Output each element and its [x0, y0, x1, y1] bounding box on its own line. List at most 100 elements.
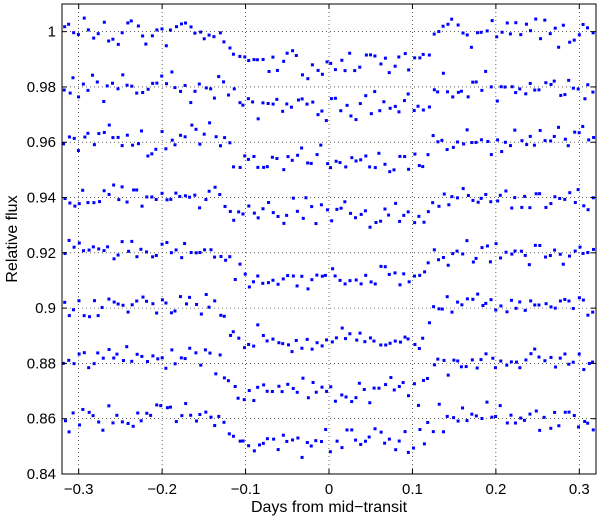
data-point [557, 125, 561, 129]
data-point [203, 348, 207, 352]
data-point [265, 389, 269, 393]
data-point [496, 138, 500, 142]
data-point [583, 97, 587, 101]
data-point [544, 81, 548, 85]
data-point [340, 58, 344, 62]
data-point [393, 339, 397, 343]
data-point [427, 105, 431, 109]
data-point [125, 83, 129, 87]
data-point [189, 251, 193, 255]
data-point [310, 63, 314, 67]
data-point [154, 253, 158, 257]
data-point [558, 356, 562, 360]
data-point [169, 251, 173, 255]
data-point [323, 273, 327, 277]
data-point [591, 360, 595, 364]
data-point [217, 75, 221, 79]
data-point [581, 22, 585, 26]
data-point [160, 27, 164, 31]
data-point [538, 192, 542, 196]
data-point [101, 428, 105, 432]
data-point [107, 404, 111, 408]
data-point [494, 242, 498, 246]
data-point [226, 379, 230, 383]
data-point [222, 314, 226, 318]
x-tick-label: 0 [325, 481, 333, 498]
data-point [397, 439, 401, 443]
data-point [552, 79, 556, 83]
data-point [372, 339, 376, 343]
data-point [456, 90, 460, 94]
data-point [258, 443, 261, 447]
data-point [116, 135, 120, 139]
data-point [286, 382, 290, 386]
data-point [333, 96, 337, 100]
data-point [160, 74, 164, 78]
data-point [314, 439, 318, 443]
data-point [295, 390, 299, 394]
data-point [394, 448, 398, 452]
data-point [251, 280, 255, 284]
data-point [199, 363, 203, 367]
data-point [117, 198, 121, 202]
data-point [241, 103, 245, 107]
data-point [441, 430, 445, 434]
data-point [256, 323, 260, 327]
data-point [102, 249, 106, 253]
data-point [209, 87, 213, 91]
data-point [151, 255, 155, 259]
data-point [567, 362, 571, 366]
data-point [227, 432, 231, 436]
data-point [281, 433, 285, 437]
data-point [238, 54, 242, 58]
data-point [232, 87, 236, 91]
data-point [488, 260, 492, 264]
data-point [155, 403, 159, 407]
data-point [96, 351, 100, 355]
data-point [479, 358, 483, 362]
data-point [111, 136, 115, 140]
data-point [115, 352, 119, 356]
data-point [357, 381, 361, 385]
data-point [387, 272, 391, 276]
data-point [437, 258, 441, 262]
data-point [164, 44, 168, 48]
data-point [577, 33, 581, 37]
data-point [573, 130, 577, 134]
data-point [121, 359, 125, 363]
data-point [237, 336, 241, 340]
data-point [427, 321, 431, 325]
data-point [498, 193, 502, 197]
data-point [151, 81, 155, 85]
data-point [557, 424, 561, 428]
data-point [412, 382, 416, 386]
data-point [504, 189, 508, 193]
axis-ticks: −0.3 −0.2 −0.1 0 0.1 0.2 0.3 0.84 0.86 0.88 0.9 0.9… [27, 4, 596, 498]
data-point [474, 256, 478, 260]
data-point [97, 420, 101, 424]
data-point [359, 158, 363, 162]
data-point [402, 99, 406, 103]
data-point [116, 302, 120, 306]
data-point [236, 396, 240, 400]
data-point [63, 419, 67, 423]
data-point [343, 200, 347, 204]
data-point [432, 363, 436, 367]
data-point [378, 109, 382, 113]
data-point [372, 386, 376, 390]
data-point [340, 393, 344, 397]
data-point [151, 354, 155, 358]
data-point [571, 306, 575, 310]
data-point [247, 285, 251, 289]
data-point [82, 249, 86, 253]
data-point [146, 360, 149, 364]
data-point [529, 299, 533, 303]
data-point [319, 203, 323, 207]
data-point [398, 219, 402, 223]
data-point [534, 409, 538, 413]
data-point [426, 210, 430, 214]
data-point [403, 335, 407, 339]
data-point [397, 110, 401, 114]
data-point [243, 55, 247, 59]
data-point [289, 105, 293, 109]
